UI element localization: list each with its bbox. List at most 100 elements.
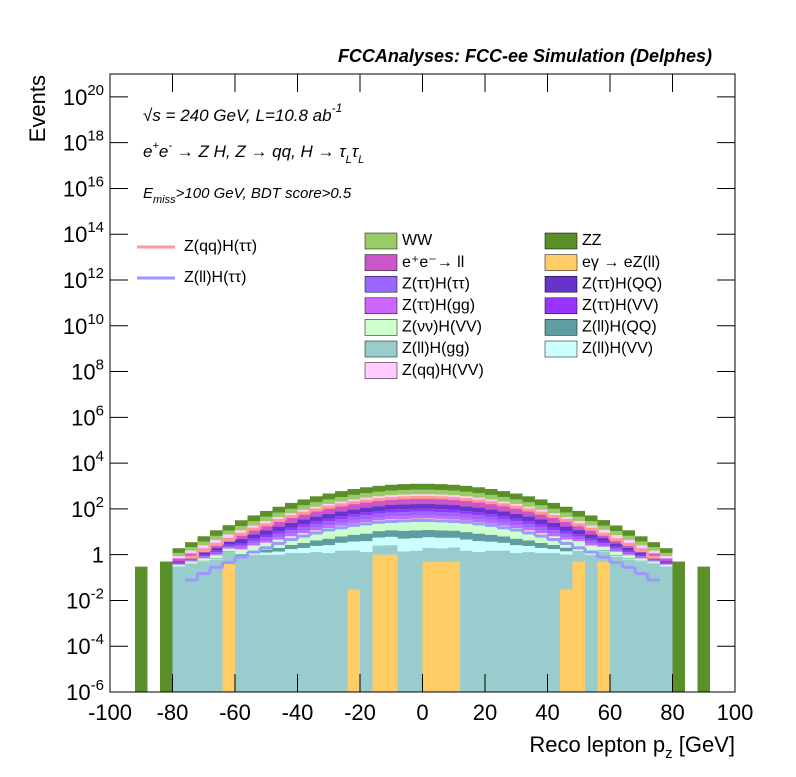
bar: [223, 534, 236, 537]
bar: [310, 502, 323, 506]
bar: [660, 556, 673, 558]
legend-label: Z(ll)H(QQ): [582, 319, 657, 336]
bar: [548, 545, 561, 549]
bar: [448, 491, 461, 495]
bar: [235, 548, 248, 550]
bar: [373, 492, 386, 497]
bar: [248, 546, 261, 552]
bar: [510, 539, 523, 546]
bar: [298, 499, 311, 505]
bar: [635, 552, 648, 555]
bar: [248, 521, 261, 525]
bar: [223, 552, 236, 561]
bar: [660, 561, 673, 563]
bar: [210, 552, 223, 554]
bar: [185, 561, 198, 562]
bar: [260, 531, 273, 535]
bar: [423, 484, 436, 490]
bar: [448, 562, 461, 692]
bar: [185, 551, 198, 554]
bar: [373, 511, 386, 514]
bar: [635, 558, 648, 560]
bar: [260, 555, 273, 692]
bar: [173, 548, 186, 553]
bar: [598, 551, 611, 552]
bar: [248, 555, 261, 692]
bar: [523, 552, 536, 692]
bar: [598, 520, 611, 526]
bar: [598, 542, 611, 544]
bar: [510, 514, 523, 519]
bar: [385, 491, 398, 495]
bar: [410, 538, 423, 551]
bar: [273, 531, 286, 534]
bar: [448, 485, 461, 491]
bar: [235, 526, 248, 530]
bar: [573, 511, 586, 517]
bar: [173, 553, 186, 556]
bar: [335, 519, 348, 523]
legend-label: Z(ll)H(gg): [402, 340, 470, 357]
bar: [585, 555, 598, 692]
bar: [410, 509, 423, 512]
bar: [373, 506, 386, 511]
bar: [373, 486, 386, 492]
bar: [573, 517, 586, 521]
bar: [385, 545, 398, 554]
bar: [573, 562, 586, 692]
bar: [585, 521, 598, 525]
bar: [548, 528, 561, 531]
bar: [423, 512, 436, 516]
bar: [460, 500, 473, 506]
legend-label: Z(ττ)H(QQ): [582, 275, 662, 292]
bar: [510, 493, 523, 499]
bar: [598, 546, 611, 547]
bar: [523, 516, 536, 521]
bar: [560, 551, 573, 554]
bar: [435, 499, 448, 505]
bar: [198, 558, 211, 559]
bar: [173, 558, 186, 561]
bar: [185, 547, 198, 550]
bar: [273, 552, 286, 555]
legend-label: Z(qq)H(VV): [402, 362, 484, 379]
bar: [198, 545, 211, 548]
bar: [473, 487, 486, 493]
legend-swatch: [545, 233, 577, 249]
bar: [335, 497, 348, 502]
bar: [498, 511, 511, 516]
bar: [623, 551, 636, 552]
bar: [335, 511, 348, 516]
bar: [448, 531, 461, 538]
bar: [423, 537, 436, 548]
bar: [485, 495, 498, 499]
bar: [348, 542, 361, 551]
bar: [210, 548, 223, 551]
bar: [385, 505, 398, 510]
bar: [185, 542, 198, 547]
bar: [323, 525, 336, 528]
legend-swatch: [545, 319, 577, 335]
bar: [235, 520, 248, 526]
bar: [485, 551, 498, 692]
bar: [448, 505, 461, 510]
bar: [498, 551, 511, 692]
bar: [198, 558, 211, 560]
bar: [360, 534, 373, 542]
bar: [248, 541, 261, 544]
x-tick-label: -60: [219, 700, 251, 725]
bar: [398, 512, 411, 516]
bar: [348, 535, 361, 542]
bar: [298, 543, 311, 548]
bar: [385, 537, 398, 545]
bar: [573, 541, 586, 547]
bar: [498, 519, 511, 523]
bar: [623, 536, 636, 540]
bar: [185, 559, 198, 560]
bar: [285, 545, 298, 549]
bar: [623, 548, 636, 551]
bar: [535, 527, 548, 531]
bar: [323, 553, 336, 692]
bar: [523, 546, 536, 552]
bar: [473, 541, 486, 552]
